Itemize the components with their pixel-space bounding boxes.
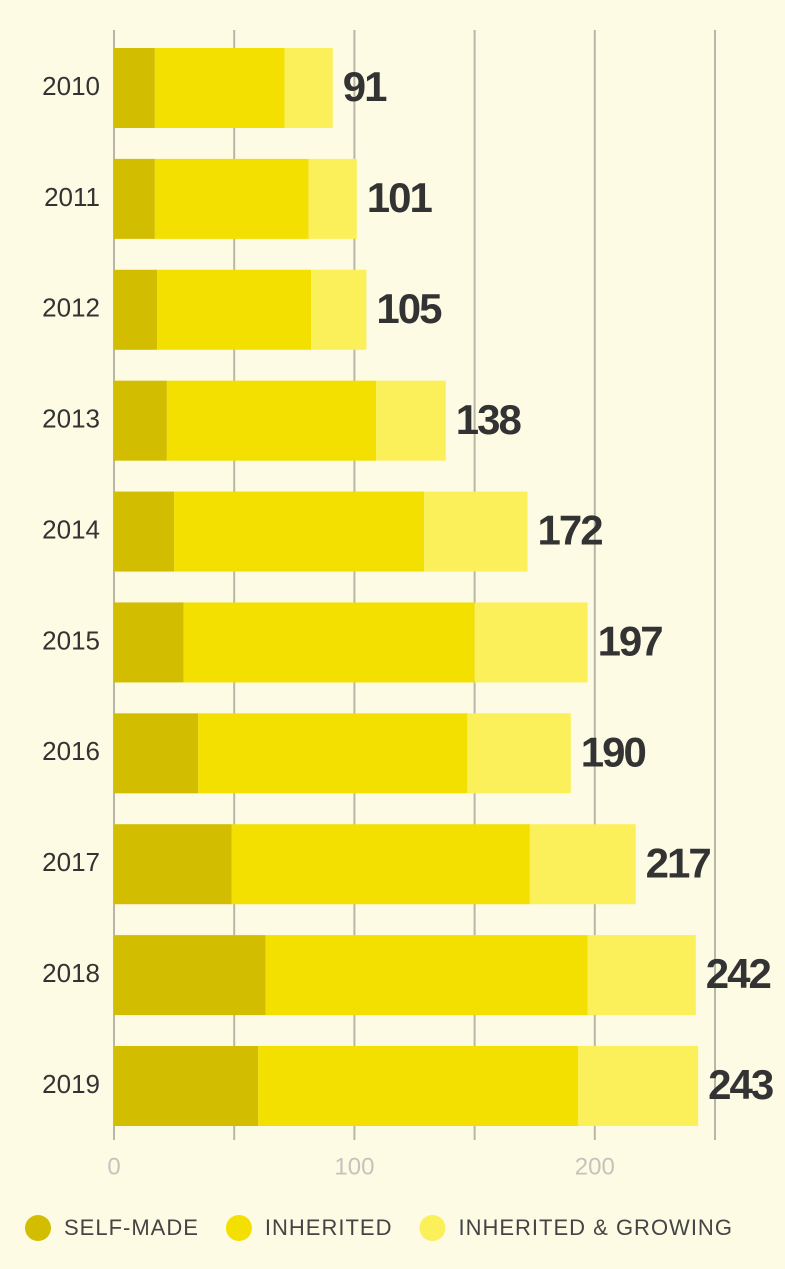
y-tick-label: 2014 [42,514,100,544]
total-label: 190 [581,728,646,775]
total-label: 105 [376,285,442,332]
bar-segment [577,1046,699,1126]
legend-swatch [25,1215,51,1241]
bar-segment [114,491,175,572]
bar-segment [154,158,309,239]
bar-segment [311,269,367,350]
y-tick-label: 2017 [42,847,100,877]
bar-segment [114,158,155,239]
bar-segment [529,824,636,905]
total-label: 243 [708,1061,773,1108]
bar-segment [157,269,312,350]
bar-segment [467,713,571,794]
bar-segment [114,380,167,461]
bar-segment [474,602,588,683]
bar-segment [114,48,155,128]
total-label: 91 [343,63,387,110]
bar-segment [154,48,285,128]
x-tick-label: 100 [334,1153,374,1180]
y-tick-label: 2012 [42,293,100,323]
bar-segment [183,602,475,683]
legend-swatch [419,1215,446,1241]
x-tick-label: 200 [575,1153,615,1180]
y-tick-label: 2018 [42,958,100,988]
y-tick-label: 2010 [42,71,100,101]
bar-segment [114,1046,259,1126]
bar-segment [114,935,266,1016]
total-label: 101 [367,174,433,221]
bar-segment [114,713,199,794]
bar-segment [166,380,377,461]
legend-swatch [225,1215,252,1241]
y-tick-label: 2013 [42,404,100,434]
bar-segment [424,491,528,572]
bar-segment [114,824,232,905]
legend-label: INHERITED [265,1215,393,1240]
y-tick-label: 2011 [44,182,100,212]
y-tick-label: 2015 [42,625,100,655]
bar-segment [284,48,333,128]
total-label: 242 [706,950,771,997]
total-label: 197 [598,618,663,665]
y-tick-label: 2019 [42,1069,100,1099]
legend-label: SELF-MADE [64,1215,199,1240]
bar-segment [114,269,158,350]
bar-segment [114,602,184,683]
bar-segment [308,158,357,239]
total-label: 172 [537,507,602,554]
legend-label: INHERITED & GROWING [458,1215,732,1240]
total-label: 217 [646,839,711,886]
bar-segment [258,1046,578,1126]
bar-segment [587,935,696,1016]
y-tick-label: 2016 [42,736,100,766]
bar-segment [376,380,446,461]
bar-segment [231,824,530,905]
total-label: 138 [456,396,522,443]
bar-segment [174,491,425,572]
bar-segment [265,935,588,1016]
x-tick-label: 0 [107,1153,120,1180]
bar-segment [198,713,468,794]
